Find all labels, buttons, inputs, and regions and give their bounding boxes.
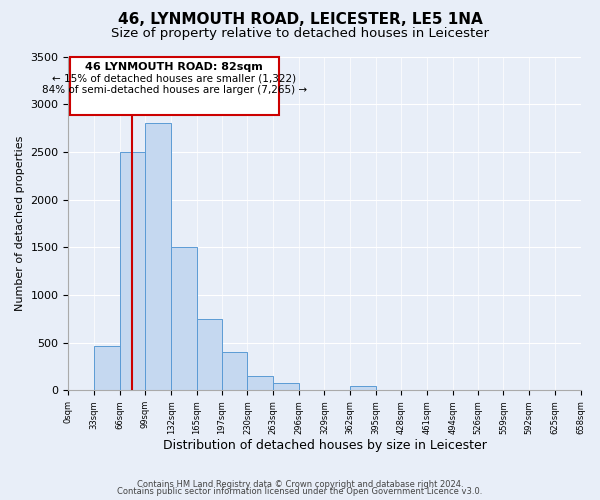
Bar: [171, 248, 197, 390]
Text: 46, LYNMOUTH ROAD, LEICESTER, LE5 1NA: 46, LYNMOUTH ROAD, LEICESTER, LE5 1NA: [118, 12, 482, 28]
Bar: [145, 124, 171, 390]
FancyBboxPatch shape: [70, 56, 278, 114]
Bar: [197, 319, 222, 390]
Bar: [94, 346, 120, 391]
Y-axis label: Number of detached properties: Number of detached properties: [15, 136, 25, 311]
Bar: [120, 152, 145, 390]
Bar: [247, 376, 273, 390]
Bar: [273, 382, 299, 390]
Text: ← 15% of detached houses are smaller (1,322): ← 15% of detached houses are smaller (1,…: [52, 74, 296, 84]
Bar: [350, 386, 376, 390]
Text: 46 LYNMOUTH ROAD: 82sqm: 46 LYNMOUTH ROAD: 82sqm: [85, 62, 263, 72]
Text: Contains public sector information licensed under the Open Government Licence v3: Contains public sector information licen…: [118, 488, 482, 496]
Text: Contains HM Land Registry data © Crown copyright and database right 2024.: Contains HM Land Registry data © Crown c…: [137, 480, 463, 489]
X-axis label: Distribution of detached houses by size in Leicester: Distribution of detached houses by size …: [163, 440, 487, 452]
Bar: [222, 352, 247, 391]
Text: 84% of semi-detached houses are larger (7,265) →: 84% of semi-detached houses are larger (…: [41, 84, 307, 94]
Text: Size of property relative to detached houses in Leicester: Size of property relative to detached ho…: [111, 28, 489, 40]
